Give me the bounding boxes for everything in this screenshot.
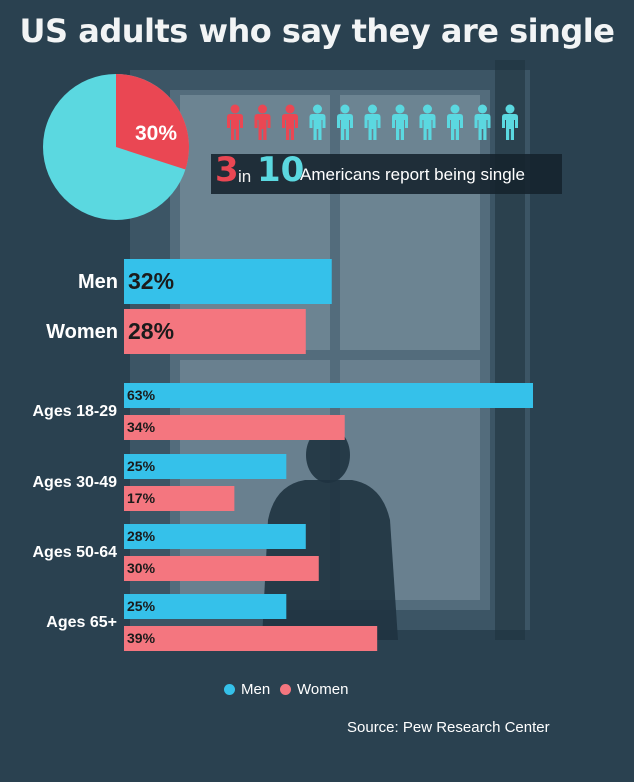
person-icon [502,104,518,140]
person-icon [282,104,298,140]
person-icon [419,104,436,140]
bar-men-2 [124,524,306,549]
bar-label-men-2: 28% [127,528,156,544]
overall-bar-women [124,309,306,354]
bar-men-3 [124,594,287,619]
bar-label-women-2: 30% [127,560,156,576]
person-icon [392,104,408,140]
source-note: Source: Pew Research Center [347,719,550,736]
bar-label-women-0: 34% [127,419,156,435]
bar-men-0 [124,383,533,408]
person-icon [474,104,491,140]
overall-value-women: 28% [128,318,174,344]
legend-women-label: Women [297,681,349,698]
bar-label-women-3: 39% [127,630,156,646]
person-icon [227,104,243,140]
pie-label: 30% [135,122,177,145]
person-icon [364,104,381,140]
overall-label-women: Women [46,321,118,343]
chart-title: US adults who say they are single [19,12,615,50]
callout-total: 10 [257,150,305,190]
legend-women: Women [280,681,348,698]
callout-count: 3 [215,150,239,190]
bar-label-men-1: 25% [127,458,156,474]
callout-text: Americans report being single [300,165,525,184]
person-icon [254,104,271,140]
legend-men: Men [224,681,270,698]
overall-bar-men [124,259,332,304]
people-icons [227,104,518,140]
age-group-label-1: Ages 30-49 [33,474,118,491]
legend-men-dot [224,684,235,695]
age-group-label-0: Ages 18-29 [33,403,118,420]
person-icon [337,104,353,140]
age-group-label-3: Ages 65+ [46,614,117,631]
bar-women-0 [124,415,345,440]
bar-label-men-0: 63% [127,387,156,403]
bar-men-1 [124,454,287,479]
overall-value-men: 32% [128,268,174,294]
bar-women-1 [124,486,235,511]
age-group-label-2: Ages 50-64 [33,544,118,561]
person-icon [309,104,326,140]
bar-label-men-3: 25% [127,598,156,614]
callout-in-word: in [238,167,252,186]
legend-men-label: Men [241,681,271,698]
legend-women-dot [280,684,291,695]
pie-chart: 30% [43,74,190,220]
bar-women-2 [124,556,319,581]
person-icon [447,104,463,140]
overall-label-men: Men [78,271,118,293]
bar-women-3 [124,626,378,651]
bar-label-women-1: 17% [127,490,156,506]
callout-box: 3 in 10 Americans report being single [211,150,562,194]
pie-highlight-slice [116,74,190,170]
